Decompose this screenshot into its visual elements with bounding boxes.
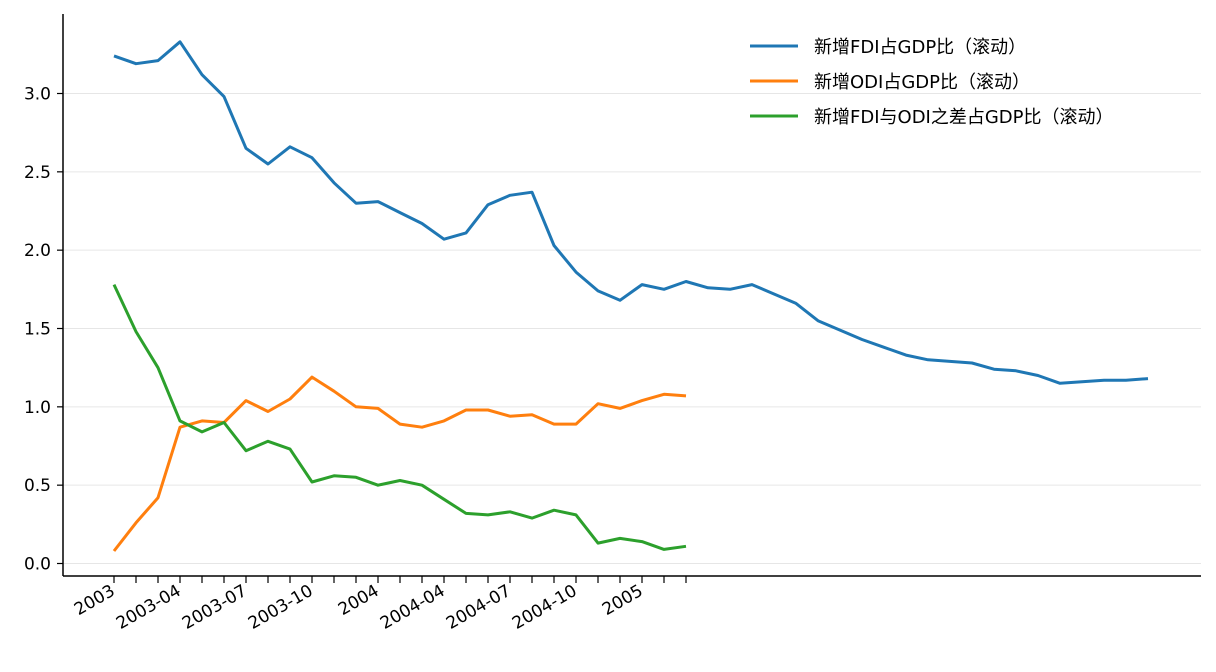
- y-tick-label: 2.0: [24, 241, 51, 261]
- y-tick-label: 2.5: [24, 163, 51, 183]
- series-line-3: [112, 283, 687, 551]
- legend: 新增FDI占GDP比（滚动） 新增ODI占GDP比（滚动） 新增FDI与ODI之差占…: [750, 37, 1114, 128]
- series-lines: [112, 40, 1149, 552]
- y-tick-label: 0.0: [24, 555, 51, 575]
- y-tick-label: 1.0: [24, 398, 51, 418]
- y-tick-label: 1.5: [24, 320, 51, 340]
- legend-label: 新增ODI占GDP比（滚动）: [814, 72, 1030, 93]
- y-ticks: 0.0 0.5 1.0 1.5 2.0 2.5 3.0: [24, 85, 63, 575]
- x-tick-label: 2003-04: [113, 581, 185, 634]
- axes: [62, 14, 1201, 577]
- x-tick-label: 2003: [71, 581, 118, 620]
- x-tick-label: 2003-07: [179, 581, 251, 634]
- x-tick-label: 2005: [599, 581, 646, 620]
- y-tick-label: 3.0: [24, 85, 51, 105]
- x-tick-label: 2004-04: [377, 581, 449, 634]
- x-tick-label: 2004-10: [509, 581, 581, 634]
- x-tick-label: 2004-07: [443, 581, 515, 634]
- x-tick-label: 2003-10: [245, 581, 317, 634]
- y-tick-label: 0.5: [24, 476, 51, 496]
- gridlines: [63, 93, 1201, 564]
- legend-label: 新增FDI与ODI之差占GDP比（滚动）: [814, 107, 1114, 128]
- legend-label: 新增FDI占GDP比（滚动）: [814, 37, 1026, 58]
- x-tick-label: 2004: [335, 581, 382, 620]
- series-line-2: [112, 375, 687, 552]
- series-line-1: [113, 40, 1149, 385]
